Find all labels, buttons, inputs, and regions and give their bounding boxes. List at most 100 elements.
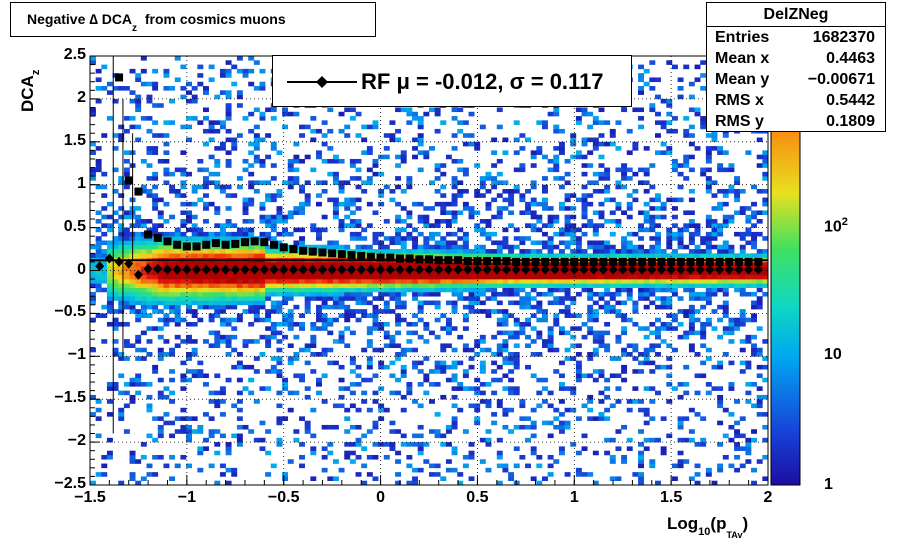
heatmap-cell <box>321 454 328 460</box>
heatmap-cell <box>728 326 735 331</box>
heatmap-cell <box>395 304 402 310</box>
heatmap-cell <box>530 424 537 430</box>
heatmap-cell <box>157 433 164 439</box>
heatmap-cell <box>496 309 503 314</box>
heatmap-cell <box>638 223 644 228</box>
heatmap-cell <box>570 283 577 288</box>
heatmap-cell <box>219 236 226 241</box>
heatmap-cell <box>592 270 599 276</box>
heatmap-cell <box>434 188 441 194</box>
heatmap-cell <box>191 279 198 284</box>
heatmap-cell <box>372 309 379 314</box>
heatmap-cell <box>123 128 130 134</box>
heatmap-cell <box>683 416 690 421</box>
heatmap-cell <box>214 146 221 151</box>
heatmap-cell <box>417 317 424 323</box>
heatmap-cell <box>519 424 526 430</box>
heatmap-cell <box>688 279 695 284</box>
heatmap-cell <box>361 124 368 130</box>
heatmap-cell <box>327 270 334 276</box>
heatmap-cell <box>649 291 656 297</box>
heatmap-cell <box>293 227 300 233</box>
heatmap-cell <box>332 424 339 430</box>
heatmap-cell <box>169 274 176 280</box>
heatmap-cell <box>717 403 724 409</box>
heatmap-cell <box>157 300 164 306</box>
heatmap-cell <box>135 309 142 314</box>
heatmap-cell <box>123 266 130 271</box>
heatmap-cell <box>321 279 328 284</box>
heatmap-cell <box>219 270 226 276</box>
rf-diamond-point <box>337 264 347 275</box>
heatmap-cell <box>406 236 413 241</box>
heatmap-cell <box>587 373 594 379</box>
heatmap-cell <box>203 382 209 387</box>
heatmap-cell <box>140 158 147 164</box>
heatmap-cell <box>316 150 322 155</box>
heatmap-cell <box>451 274 458 280</box>
heatmap-cell <box>558 249 565 254</box>
heatmap-cell <box>276 231 283 237</box>
heatmap-cell <box>717 304 724 310</box>
heatmap-cell <box>197 446 204 451</box>
heatmap-cell <box>316 377 322 383</box>
heatmap-cell <box>236 244 243 250</box>
heatmap-cell <box>208 283 215 288</box>
heatmap-cell <box>745 231 752 237</box>
heatmap-cell <box>547 463 554 469</box>
heatmap-cell <box>502 313 509 318</box>
heatmap-cell <box>734 253 741 258</box>
heatmap-cell <box>485 249 492 254</box>
heatmap-cell <box>123 283 130 288</box>
heatmap-cell <box>558 399 565 404</box>
heatmap-cell <box>163 412 170 417</box>
heatmap-cell <box>451 231 458 237</box>
heatmap-cell <box>700 360 707 366</box>
heatmap-cell <box>287 158 294 164</box>
heatmap-cell <box>445 459 452 464</box>
heatmap-cell <box>378 261 385 267</box>
heatmap-cell <box>242 300 249 306</box>
heatmap-cell <box>751 300 757 306</box>
heatmap-cell <box>496 450 503 456</box>
heatmap-cell <box>406 330 413 336</box>
heatmap-cell <box>112 249 119 254</box>
heatmap-cell <box>615 120 622 125</box>
heatmap-cell <box>558 176 565 181</box>
heatmap-cell <box>530 150 537 155</box>
heatmap-cell <box>688 154 695 160</box>
heatmap-cell <box>683 64 690 70</box>
heatmap-cell <box>180 373 187 379</box>
heatmap-cell <box>95 399 102 404</box>
heatmap-cell <box>259 180 266 185</box>
square-point <box>734 257 743 266</box>
heatmap-cell <box>231 274 238 280</box>
heatmap-cell <box>615 386 622 391</box>
heatmap-cell <box>406 442 413 447</box>
heatmap-cell <box>688 197 695 203</box>
square-point <box>589 257 598 266</box>
heatmap-cell <box>688 321 695 327</box>
heatmap-cell <box>734 283 741 288</box>
heatmap-cell <box>496 158 503 164</box>
heatmap-cell <box>383 287 390 293</box>
heatmap-cell <box>361 287 368 293</box>
heatmap-cell <box>400 352 407 357</box>
heatmap-cell <box>638 107 644 113</box>
rf-diamond-point <box>598 264 608 275</box>
heatmap-cell <box>581 279 588 284</box>
heatmap-cell <box>621 300 628 306</box>
heatmap-cell <box>276 287 283 293</box>
heatmap-cell <box>615 373 622 379</box>
heatmap-cell <box>598 171 605 177</box>
heatmap-cell <box>519 416 526 421</box>
stats-value: 1682370 <box>812 29 875 46</box>
heatmap-cell <box>547 330 554 336</box>
heatmap-cell <box>722 326 729 331</box>
heatmap-cell <box>688 296 695 301</box>
heatmap-cell <box>756 399 763 404</box>
heatmap-cell <box>231 223 238 228</box>
heatmap-cell <box>123 150 130 155</box>
heatmap-cell <box>462 188 469 194</box>
heatmap-cell <box>722 266 729 271</box>
